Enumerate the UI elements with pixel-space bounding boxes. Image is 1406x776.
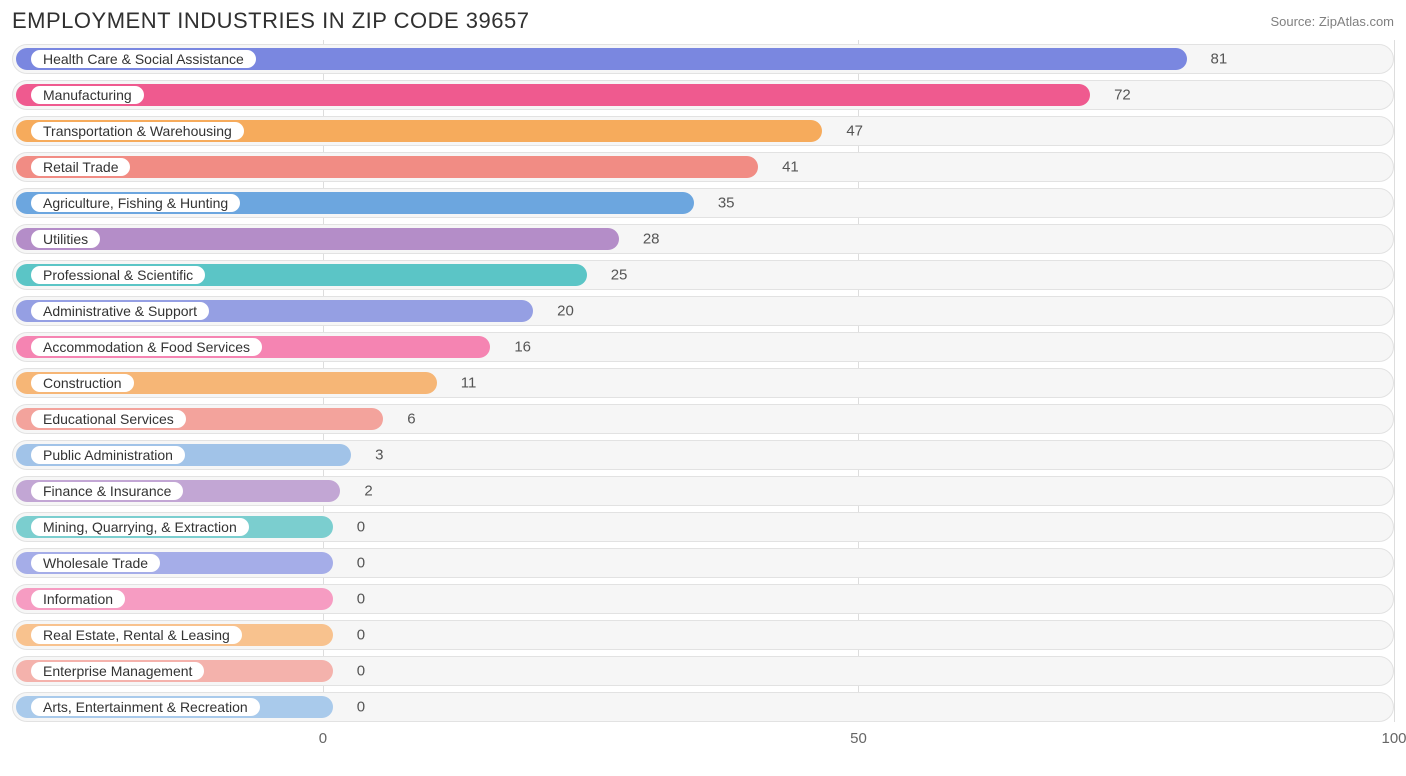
bar-row: Mining, Quarrying, & Extraction 0 <box>12 512 1394 542</box>
bar-row: Arts, Entertainment & Recreation 0 <box>12 692 1394 722</box>
bar-value: 2 <box>364 483 372 500</box>
bar-fill <box>16 84 1090 106</box>
bar-value: 47 <box>846 123 863 140</box>
bar-value: 20 <box>557 303 574 320</box>
bar-label: Agriculture, Fishing & Hunting <box>30 193 241 213</box>
bar-fill <box>16 228 619 250</box>
bar-value: 3 <box>375 447 383 464</box>
bar-value: 6 <box>407 411 415 428</box>
bar-row: Educational Services 6 <box>12 404 1394 434</box>
bar-row: Information 0 <box>12 584 1394 614</box>
bar-label: Real Estate, Rental & Leasing <box>30 625 243 645</box>
chart-container: Health Care & Social Assistance 81 Manufac… <box>12 40 1394 752</box>
bar-label: Transportation & Warehousing <box>30 121 245 141</box>
bar-label: Retail Trade <box>30 157 131 177</box>
axis-tick: 100 <box>1381 730 1406 747</box>
bar-label: Arts, Entertainment & Recreation <box>30 697 261 717</box>
bar-label: Finance & Insurance <box>30 481 184 501</box>
chart-source: Source: ZipAtlas.com <box>1270 14 1394 29</box>
bar-row: Real Estate, Rental & Leasing 0 <box>12 620 1394 650</box>
chart-title: EMPLOYMENT INDUSTRIES IN ZIP CODE 39657 <box>12 8 530 34</box>
bar-row: Manufacturing 72 <box>12 80 1394 110</box>
bar-value: 41 <box>782 159 799 176</box>
bar-value: 81 <box>1211 51 1228 68</box>
bar-label: Manufacturing <box>30 85 145 105</box>
bar-row: Enterprise Management 0 <box>12 656 1394 686</box>
bar-row: Professional & Scientific 25 <box>12 260 1394 290</box>
bar-label: Enterprise Management <box>30 661 205 681</box>
bar-label: Construction <box>30 373 135 393</box>
axis-tick: 0 <box>319 730 327 747</box>
x-axis: 050100 <box>12 728 1394 752</box>
bar-row: Construction 11 <box>12 368 1394 398</box>
bar-label: Administrative & Support <box>30 301 210 321</box>
bar-row: Health Care & Social Assistance 81 <box>12 44 1394 74</box>
bar-value: 0 <box>357 519 365 536</box>
bar-row: Administrative & Support 20 <box>12 296 1394 326</box>
bar-value: 0 <box>357 699 365 716</box>
bar-label: Accommodation & Food Services <box>30 337 263 357</box>
bar-value: 72 <box>1114 87 1131 104</box>
bar-row: Agriculture, Fishing & Hunting 35 <box>12 188 1394 218</box>
axis-tick: 50 <box>850 730 867 747</box>
bar-row: Accommodation & Food Services 16 <box>12 332 1394 362</box>
bar-row: Transportation & Warehousing 47 <box>12 116 1394 146</box>
bar-row: Retail Trade 41 <box>12 152 1394 182</box>
bar-value: 0 <box>357 555 365 572</box>
bar-label: Wholesale Trade <box>30 553 161 573</box>
bar-label: Public Administration <box>30 445 186 465</box>
bar-label: Professional & Scientific <box>30 265 206 285</box>
plot-area: Health Care & Social Assistance 81 Manufac… <box>12 40 1394 722</box>
bars-group: Health Care & Social Assistance 81 Manufac… <box>12 40 1394 722</box>
bar-label: Mining, Quarrying, & Extraction <box>30 517 250 537</box>
bar-value: 0 <box>357 627 365 644</box>
bar-value: 0 <box>357 591 365 608</box>
bar-value: 11 <box>461 375 477 392</box>
bar-value: 25 <box>611 267 628 284</box>
bar-row: Finance & Insurance 2 <box>12 476 1394 506</box>
chart-header: EMPLOYMENT INDUSTRIES IN ZIP CODE 39657 … <box>12 8 1394 34</box>
bar-row: Public Administration 3 <box>12 440 1394 470</box>
bar-label: Information <box>30 589 126 609</box>
bar-value: 16 <box>514 339 531 356</box>
gridline <box>1394 40 1395 722</box>
bar-row: Wholesale Trade 0 <box>12 548 1394 578</box>
bar-value: 35 <box>718 195 735 212</box>
bar-label: Educational Services <box>30 409 187 429</box>
bar-label: Health Care & Social Assistance <box>30 49 257 69</box>
bar-value: 28 <box>643 231 660 248</box>
bar-value: 0 <box>357 663 365 680</box>
bar-row: Utilities 28 <box>12 224 1394 254</box>
bar-label: Utilities <box>30 229 101 249</box>
